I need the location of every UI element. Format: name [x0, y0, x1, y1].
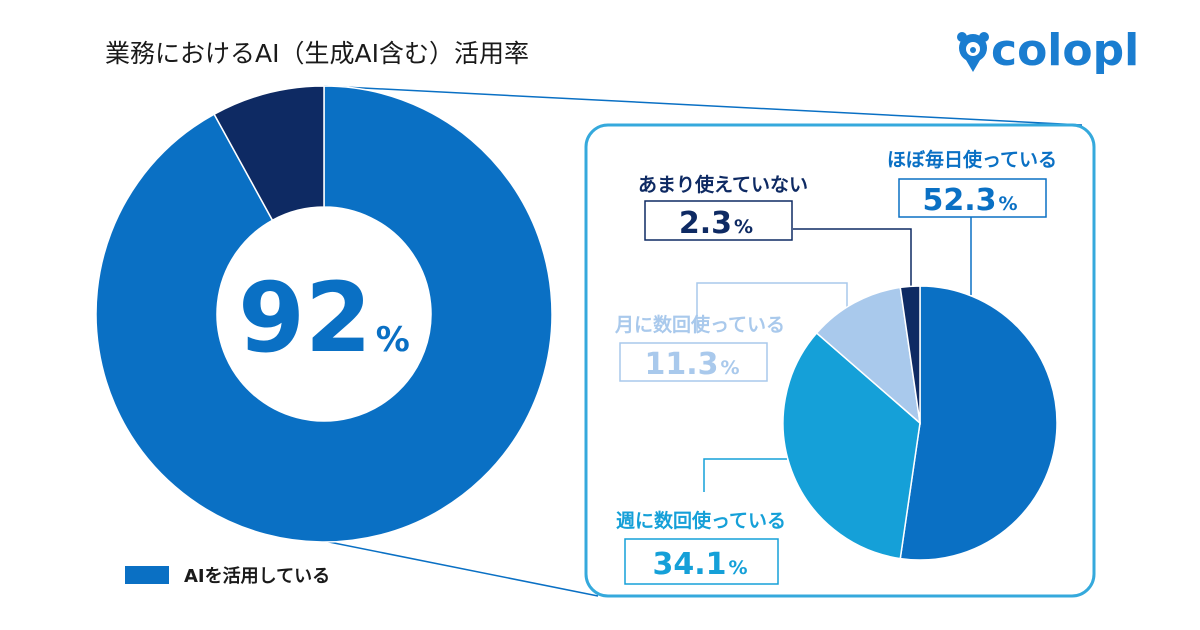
value-text-daily: 52.3% [922, 183, 1017, 218]
value-box-rarely [644, 200, 793, 241]
pie-slice-1 [782, 331, 921, 560]
unit-daily: % [998, 193, 1017, 215]
unit-rarely: % [734, 216, 753, 238]
chart-title: 業務におけるAI（生成AI含む）活用率 [105, 39, 529, 68]
value-weekly: 34.1 [652, 547, 726, 582]
connector-line-bottom [323, 540, 599, 597]
slice-label-daily: ほぼ毎日使っている [887, 148, 1057, 171]
value-monthly: 11.3 [644, 347, 718, 382]
donut-slice-0 [95, 85, 553, 543]
unit-weekly: % [728, 557, 747, 579]
slice-label-monthly: 月に数回使っている [614, 313, 785, 336]
value-box-daily [898, 178, 1047, 218]
data-label-weekly: 週に数回使っている 34.1% [616, 509, 786, 585]
donut-slice-1 [213, 85, 325, 222]
center-value: 92 [238, 262, 372, 374]
value-text-rarely: 2.3% [679, 206, 753, 241]
center-unit: % [376, 320, 410, 360]
value-rarely: 2.3 [679, 206, 732, 241]
logo-text: colopl [991, 25, 1139, 76]
pie-slice-2 [815, 286, 922, 425]
connector-line-top [323, 85, 1083, 126]
pie-slice-3 [899, 285, 921, 424]
leader-line-rarely [793, 228, 912, 287]
colopl-bear-pin-logo-icon [957, 32, 989, 72]
unit-monthly: % [720, 357, 739, 379]
slice-label-weekly: 週に数回使っている [616, 509, 786, 532]
value-text-weekly: 34.1% [652, 547, 747, 582]
leader-line-weekly [703, 458, 787, 492]
breakdown-pie-chart [782, 285, 1058, 561]
logo: colopl [957, 25, 1139, 76]
value-box-weekly [624, 538, 779, 585]
legend-label: AIを活用している [184, 565, 330, 587]
data-label-rarely: あまり使えていない 2.3% [638, 174, 808, 241]
legend-swatch [125, 566, 169, 584]
donut-chart [95, 85, 553, 543]
leader-line-monthly [696, 282, 848, 331]
data-label-daily: ほぼ毎日使っている 52.3% [887, 148, 1057, 218]
data-label-monthly: 月に数回使っている 11.3% [614, 313, 785, 382]
legend: AIを活用している [125, 565, 330, 587]
slice-label-rarely: あまり使えていない [638, 174, 808, 196]
pie-slice-0 [899, 285, 1058, 561]
value-daily: 52.3 [922, 183, 996, 218]
donut-center-label: 92% [238, 262, 410, 374]
value-box-monthly [619, 342, 768, 382]
value-text-monthly: 11.3% [644, 347, 739, 382]
